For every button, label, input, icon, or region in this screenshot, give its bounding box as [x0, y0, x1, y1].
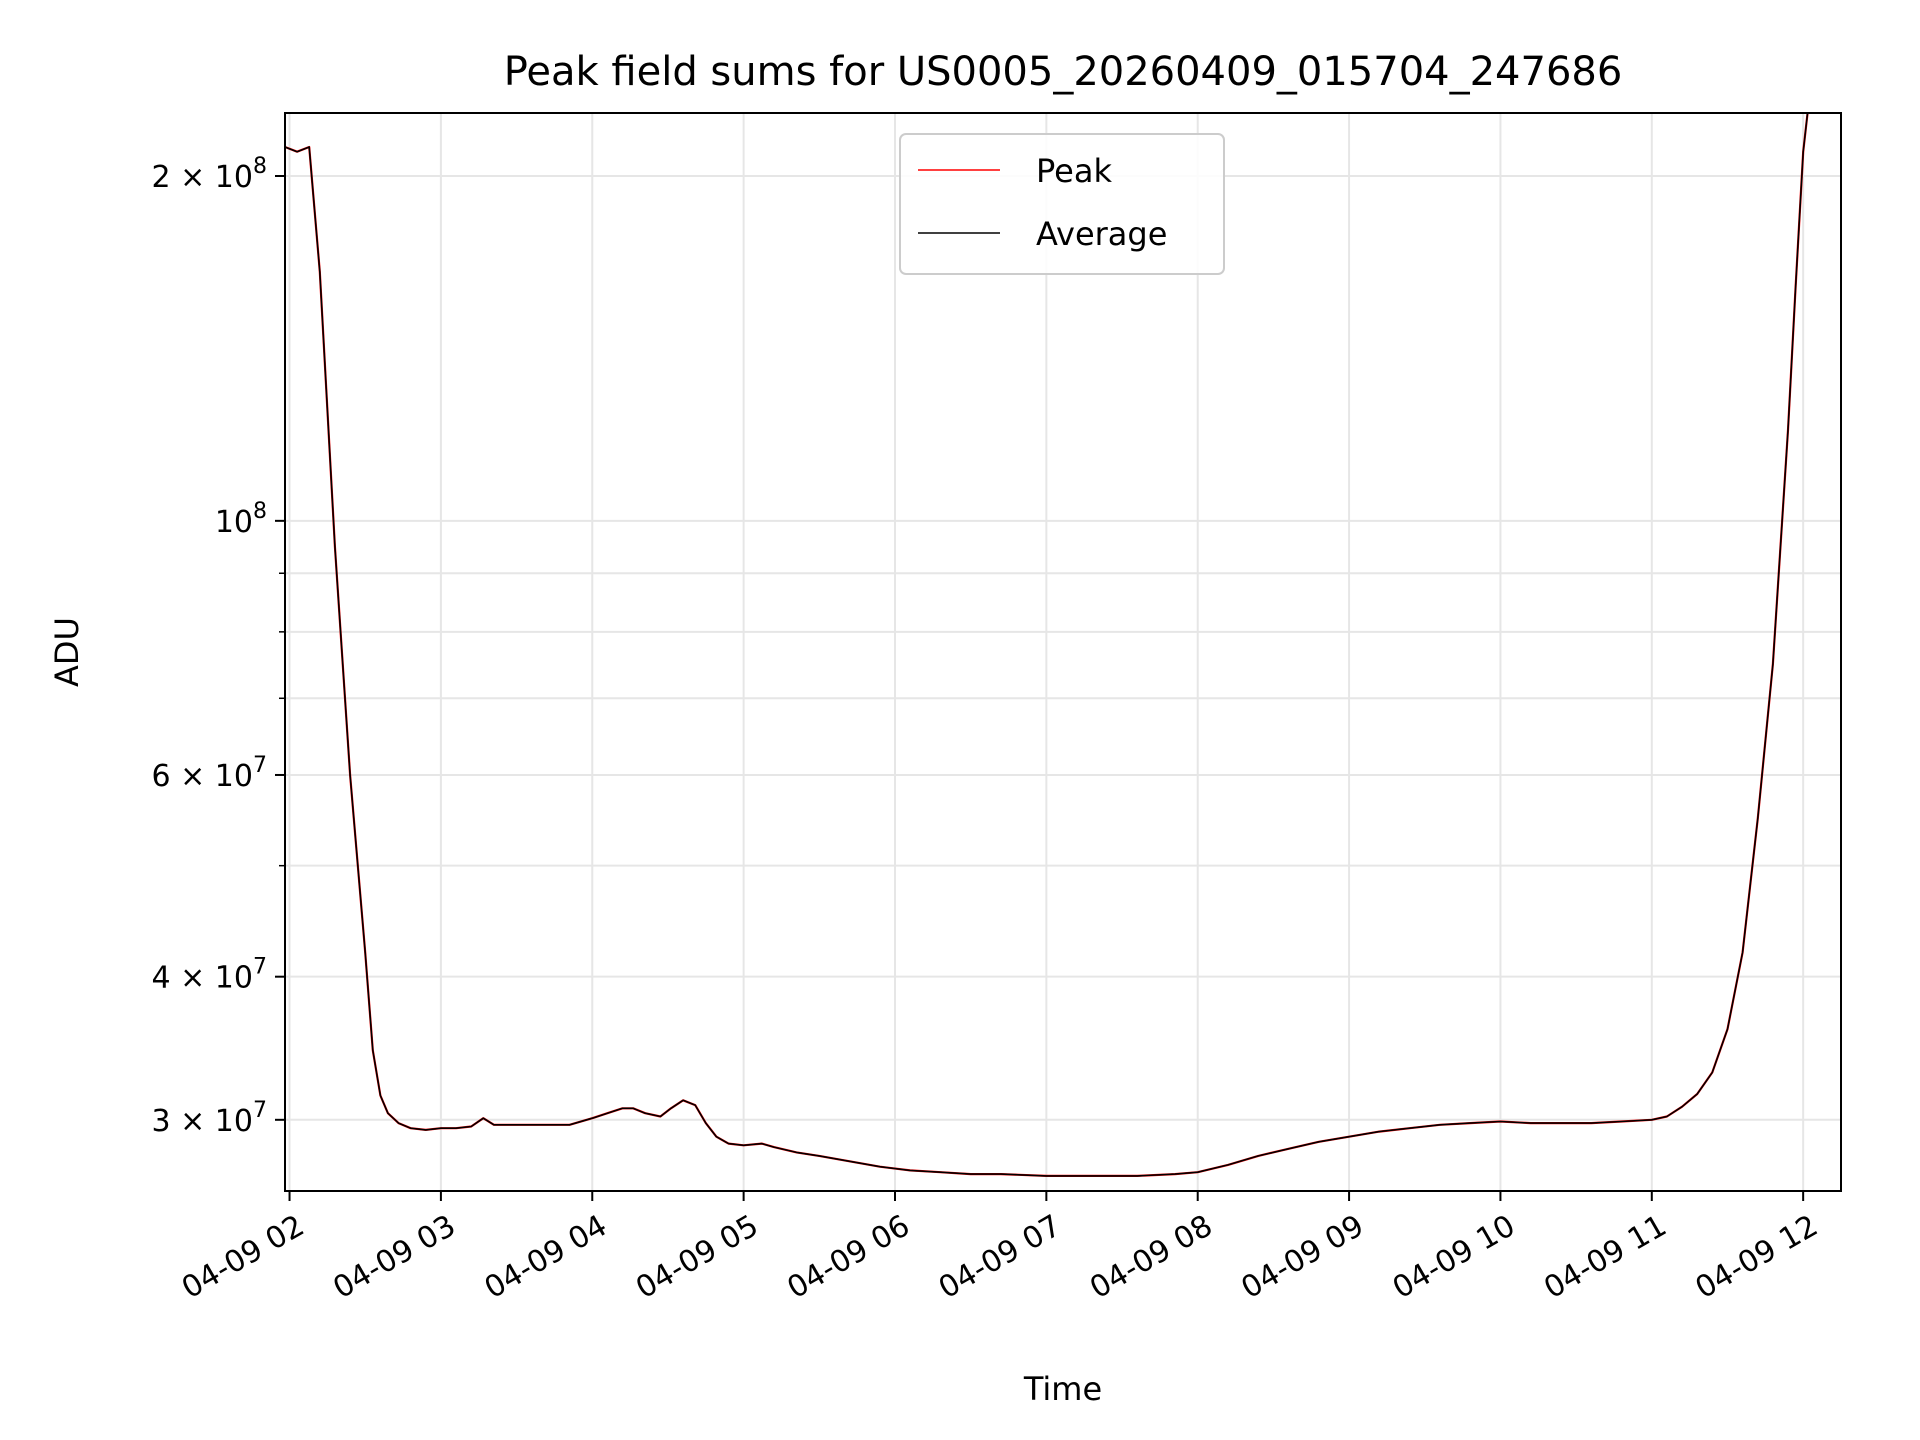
y-tick-label: 3 × 107 [152, 1098, 267, 1139]
data-lines [285, 113, 1809, 1177]
y-axis: 3 × 107 4 × 107 6 × 107 108 2 × 108 [152, 154, 285, 1139]
grid [285, 113, 1841, 1191]
x-axis-label: Time [1023, 1370, 1102, 1408]
chart-title: Peak field sums for US0005_20260409_0157… [504, 49, 1623, 95]
plot-frame [284, 112, 1842, 1192]
legend-average-label: Average [1036, 215, 1167, 253]
y-tick-label: 4 × 107 [152, 955, 267, 996]
y-axis-label: ADU [48, 617, 86, 687]
y-tick-label: 108 [215, 499, 267, 540]
y-tick-label: 2 × 108 [152, 154, 267, 195]
series-line-average [285, 113, 1809, 1177]
y-tick-label: 6 × 107 [152, 753, 267, 794]
legend-box [899, 133, 1225, 275]
legend-peak-label: Peak [1036, 152, 1112, 190]
legend: Peak Average [899, 133, 1225, 275]
